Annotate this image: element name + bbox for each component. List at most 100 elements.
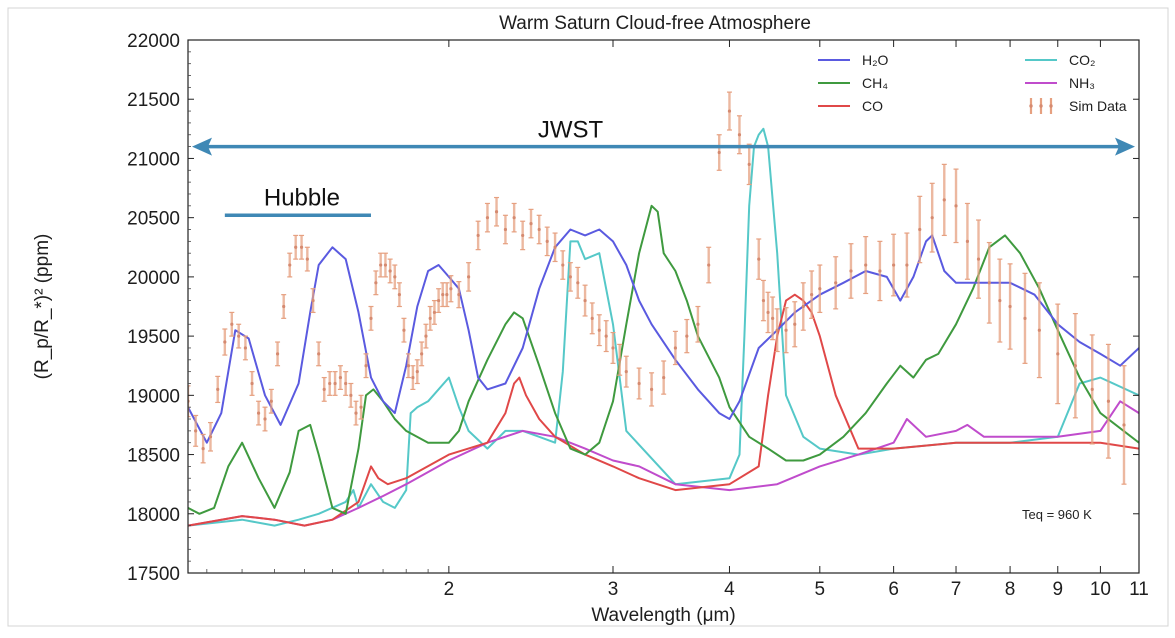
sim-data-point [567, 262, 573, 292]
sim-data-marker [250, 381, 254, 386]
sim-data-point [610, 331, 616, 364]
sim-data-marker [338, 375, 343, 380]
sim-data-point [236, 323, 242, 349]
sim-data-marker [354, 411, 358, 415]
legend-item: CO [818, 98, 883, 114]
legend-label: CH₄ [862, 75, 888, 91]
sim-data-marker [269, 399, 273, 403]
sim-data-point [636, 367, 642, 400]
sim-data-marker [892, 263, 896, 267]
teq-label: Teq = 960 K [1022, 507, 1092, 522]
sim-data-point [672, 330, 678, 366]
x-tick-label: 4 [724, 579, 735, 600]
sim-data-marker [263, 417, 267, 421]
x-tick-label: 3 [608, 579, 619, 600]
series-layer [188, 127, 1139, 527]
sim-data-marker [771, 316, 775, 320]
sim-data-marker [717, 150, 721, 155]
sim-data-marker [1008, 304, 1012, 309]
sim-data-marker [494, 210, 499, 214]
sim-data-marker [393, 275, 397, 279]
x-tick-label: 8 [1005, 579, 1016, 600]
sim-data-point [423, 323, 429, 349]
y-tick-label: 21000 [127, 149, 180, 170]
sim-data-point [431, 299, 437, 325]
sim-data-point [589, 302, 595, 335]
sim-data-point [1072, 313, 1078, 419]
sim-data-point [392, 264, 398, 290]
jwst-arrow-right-head [1115, 137, 1135, 156]
sim-data-marker [1023, 316, 1027, 320]
sim-data-point [1089, 334, 1095, 445]
sim-data-marker [761, 298, 766, 303]
sim-data-point [200, 433, 206, 464]
sim-data-point [207, 421, 213, 452]
sim-data-point [520, 220, 526, 251]
legend-item: H₂O [818, 52, 889, 68]
sim-data-marker [930, 216, 934, 220]
sim-data-point [287, 252, 293, 278]
sim-data-marker [411, 375, 415, 380]
sim-data-point [929, 182, 935, 253]
legend-label: CO₂ [1069, 52, 1095, 68]
sim-data-point [268, 388, 274, 414]
sim-data-point [1105, 343, 1111, 459]
sim-data-marker [793, 322, 797, 326]
annotation-layer: JWST Hubble Teq = 960 K [192, 117, 1135, 522]
sim-data-marker [727, 109, 732, 113]
sim-data-marker [476, 233, 480, 238]
sim-data-point [242, 335, 248, 361]
sim-data-point [809, 270, 815, 319]
jwst-label: JWST [538, 117, 604, 144]
sim-data-marker [766, 310, 770, 315]
y-axis-title: (R_p/R_*)² (ppm) [32, 234, 53, 380]
sim-data-marker [649, 387, 654, 392]
sim-data-marker [503, 227, 508, 232]
sim-data-point [756, 238, 762, 280]
sim-data-marker [237, 334, 241, 338]
sim-data-marker [810, 293, 814, 297]
sim-data-point [800, 282, 806, 331]
sim-data-point [448, 275, 454, 303]
image-frame [7, 7, 1169, 627]
sim-data-marker [553, 245, 557, 249]
sim-data-marker [757, 257, 761, 261]
sim-data-marker [604, 334, 608, 338]
series-line-4 [188, 293, 1139, 527]
sim-data-marker [299, 245, 304, 249]
y-tick-label: 17500 [127, 564, 180, 585]
sim-data-point [401, 317, 407, 343]
sim-data-point [348, 382, 354, 408]
sim-data-marker [374, 281, 378, 285]
sim-data-marker [359, 405, 363, 409]
sim-data-point [456, 281, 462, 309]
sim-data-marker [364, 364, 368, 368]
sim-data-marker [561, 263, 565, 267]
sim-data-point [760, 279, 766, 322]
sim-data-marker [420, 352, 424, 356]
sim-data-point [410, 365, 416, 391]
legend-label: NH₃ [1069, 75, 1095, 91]
sim-data-point [215, 375, 221, 404]
sim-data-point [1036, 282, 1042, 379]
sim-data-marker [256, 411, 261, 415]
sim-data-marker [305, 257, 309, 261]
y-tick-label: 19500 [127, 327, 180, 348]
sim-data-marker [864, 263, 868, 267]
sim-data-marker [344, 381, 348, 386]
sim-data-point [649, 372, 655, 407]
sim-data-point [343, 371, 349, 396]
sim-data-marker [449, 287, 453, 291]
sim-data-point [256, 400, 262, 426]
sim-data-marker [1106, 399, 1111, 403]
chart-title: Warm Saturn Cloud-free Atmosphere [499, 13, 811, 34]
legend-label: H₂O [862, 52, 889, 68]
x-tick-label: 6 [888, 579, 899, 600]
sim-data-point [353, 400, 359, 426]
y-tick-label: 20500 [127, 209, 180, 230]
sim-data-point [746, 143, 752, 186]
sim-data-point [229, 311, 235, 337]
sim-data-marker [568, 275, 572, 279]
sim-data-marker [437, 298, 441, 303]
